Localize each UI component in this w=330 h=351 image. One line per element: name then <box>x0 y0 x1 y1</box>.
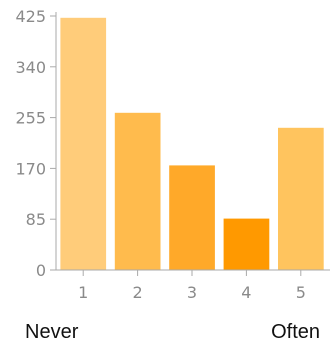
y-tick-label: 255 <box>15 109 46 128</box>
y-tick-label: 85 <box>26 210 46 229</box>
y-tick-label: 0 <box>36 261 46 280</box>
bar-4 <box>223 218 270 270</box>
x-tick-label: 5 <box>296 283 306 302</box>
x-axis-ticks: 1 2 3 4 5 <box>78 270 306 302</box>
y-tick-label: 425 <box>15 7 46 26</box>
bar-chart: 0 85 170 255 340 425 1 2 3 4 5 <box>15 7 330 302</box>
bar-2 <box>114 112 161 270</box>
bar-5 <box>278 127 324 270</box>
bar-1 <box>60 17 107 270</box>
scale-label-often: Often <box>271 321 320 343</box>
x-tick-label: 4 <box>241 283 251 302</box>
bar-3 <box>169 165 215 270</box>
y-axis-ticks: 0 85 170 255 340 425 <box>15 7 56 280</box>
scale-label-never: Never <box>25 321 79 343</box>
x-tick-label: 2 <box>133 283 143 302</box>
x-tick-label: 3 <box>187 283 197 302</box>
bars <box>60 17 324 270</box>
y-tick-label: 170 <box>15 159 46 178</box>
y-tick-label: 340 <box>15 58 46 77</box>
x-tick-label: 1 <box>78 283 88 302</box>
